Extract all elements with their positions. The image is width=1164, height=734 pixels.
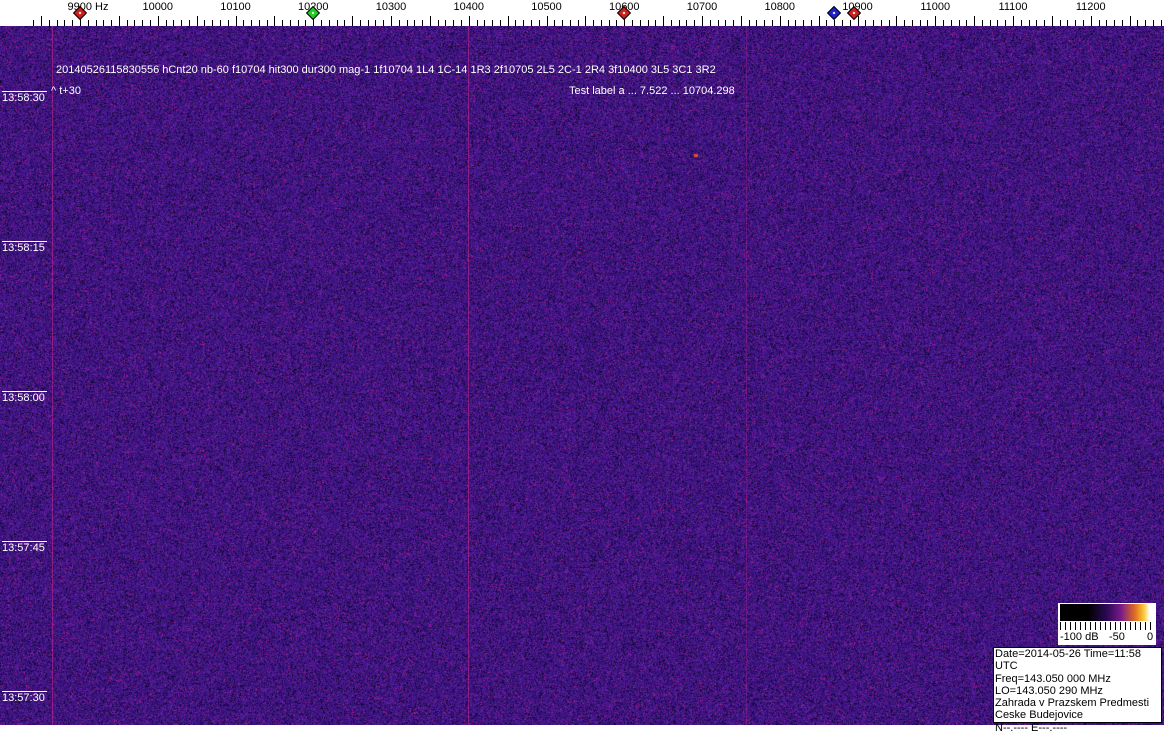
axis-tick	[819, 16, 820, 26]
axis-tick	[1091, 16, 1092, 26]
axis-tick	[158, 16, 159, 26]
frequency-label: 11000	[920, 1, 950, 13]
axis-tick	[1130, 16, 1131, 26]
color-bar-label: 0	[1147, 631, 1153, 643]
info-box: Date=2014-05-26 Time=11:58 UTC Freq=143.…	[993, 647, 1162, 723]
time-label: 13:57:45	[2, 541, 47, 554]
axis-tick	[935, 16, 936, 26]
axis-tick	[391, 16, 392, 26]
frequency-label: 10800	[764, 1, 795, 13]
axis-tick	[1052, 16, 1053, 26]
frequency-label: 11200	[1076, 1, 1106, 13]
axis-tick	[352, 16, 353, 26]
axis-tick	[274, 16, 275, 26]
color-bar-ticks	[1060, 622, 1154, 630]
info-date: Date=2014-05-26 Time=11:58 UTC	[995, 648, 1161, 673]
axis-tick	[663, 16, 664, 26]
frequency-label: 10700	[687, 1, 718, 13]
axis-tick	[469, 16, 470, 26]
info-city: Ceske Budejovice	[995, 709, 1161, 721]
waterfall-spectrogram[interactable]	[0, 26, 1164, 725]
axis-tick	[119, 16, 120, 26]
axis-tick	[197, 16, 198, 26]
color-gradient	[1060, 604, 1154, 621]
time-label: 13:58:15	[2, 241, 47, 254]
axis-tick	[41, 16, 42, 26]
frequency-label: 10400	[453, 1, 484, 13]
axis-tick	[896, 16, 897, 26]
info-lo: LO=143.050 290 MHz	[995, 685, 1161, 697]
frequency-label: 10300	[376, 1, 407, 13]
axis-tick	[780, 16, 781, 26]
frequency-label: 10500	[531, 1, 562, 13]
info-freq: Freq=143.050 000 MHz	[995, 673, 1161, 685]
color-bar-label: -50	[1109, 631, 1125, 643]
axis-tick	[236, 16, 237, 26]
axis-tick	[585, 16, 586, 26]
axis-tick	[974, 16, 975, 26]
signal-trace	[746, 26, 747, 725]
axis-tick	[858, 16, 859, 26]
test-label: Test label a ... 7.522 ... 10704.298	[569, 85, 735, 97]
color-bar-label: -100 dB	[1060, 631, 1099, 643]
axis-tick	[741, 16, 742, 26]
signal-trace	[52, 26, 53, 725]
time-offset: ^ t+30	[51, 85, 81, 97]
axis-tick	[1013, 16, 1014, 26]
info-coords: N--.---- E---.----	[995, 722, 1161, 734]
info-location: Zahrada v Prazskem Predmesti	[995, 697, 1161, 709]
frequency-label: 10000	[142, 1, 173, 13]
color-bar: -100 dB -50 0	[1058, 603, 1156, 645]
time-label: 13:58:30	[2, 91, 47, 104]
header-line: 20140526115830556 hCnt20 nb-60 f10704 hi…	[56, 64, 716, 76]
signal-trace	[468, 26, 469, 725]
frequency-axis[interactable]: 9900 Hz100001010010200103001040010500106…	[0, 0, 1164, 26]
frequency-label: 10100	[220, 1, 251, 13]
frequency-marker-icon[interactable]	[827, 6, 841, 20]
time-label: 13:58:00	[2, 391, 47, 404]
axis-tick	[430, 16, 431, 26]
axis-tick	[702, 16, 703, 26]
time-label: 13:57:30	[2, 691, 47, 704]
axis-tick	[547, 16, 548, 26]
axis-tick	[508, 16, 509, 26]
frequency-label: 11100	[999, 1, 1028, 13]
